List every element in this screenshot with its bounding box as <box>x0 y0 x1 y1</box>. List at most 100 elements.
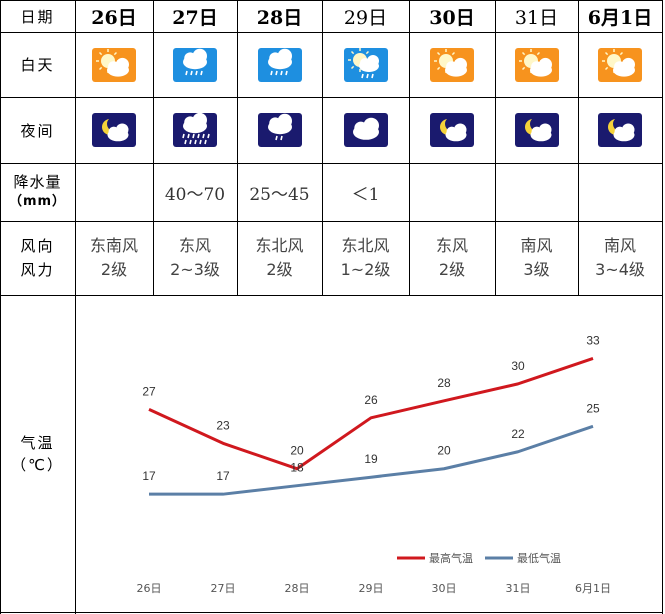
low-temp-label: 18 <box>290 461 304 475</box>
sun-cloud-icon <box>514 47 559 82</box>
low-temp-label: 17 <box>216 469 230 483</box>
wind-cell: 东北风 1~2级 <box>322 221 409 295</box>
wind-row-label: 风向 风力 <box>0 221 75 295</box>
wind-label-line1: 风向 <box>20 237 55 255</box>
date-header: 29日 <box>343 6 388 29</box>
day-row-label: 白天 <box>20 56 55 74</box>
table-border <box>0 612 663 613</box>
x-tick-label: 6月1日 <box>575 582 611 595</box>
wind-force: 2~3级 <box>170 260 220 279</box>
wind-direction: 东北风 <box>255 236 304 255</box>
table-divider <box>578 0 579 296</box>
x-tick-label: 28日 <box>285 582 310 595</box>
rain-amount <box>578 163 662 221</box>
date-header: 30日 <box>429 6 475 29</box>
rain-night-icon <box>257 113 302 147</box>
wind-cell: 东北风 2级 <box>237 221 322 295</box>
high-temp-label: 33 <box>586 333 600 347</box>
day-weather-cell <box>237 32 322 97</box>
table-border <box>0 0 663 1</box>
high-temp-label: 23 <box>216 418 230 432</box>
rain-cloud-icon <box>257 47 302 82</box>
night-weather-cell <box>153 97 237 163</box>
temp-label-line1: 气温 <box>20 434 55 452</box>
wind-direction: 东风 <box>178 236 211 255</box>
day-weather-cell <box>75 32 153 97</box>
cloud-night-icon <box>343 113 388 147</box>
night-weather-cell <box>322 97 409 163</box>
temperature-chart: 27 23 20 26 28 30 33 17 17 18 19 20 22 25 26日 27日 28日 29日… <box>137 333 612 595</box>
low-temp-label: 25 <box>586 401 600 415</box>
date-header: 28日 <box>256 6 303 29</box>
night-weather-cell <box>237 97 322 163</box>
temp-label-line2: （℃） <box>11 456 64 474</box>
low-temp-label: 19 <box>364 452 378 466</box>
table-divider <box>0 97 663 98</box>
rain-amount: ＜1 <box>351 184 380 205</box>
sun-cloud-icon <box>430 47 474 82</box>
high-temp-label: 28 <box>437 376 451 390</box>
rain-cloud-icon <box>173 47 217 82</box>
table-divider <box>75 0 76 614</box>
x-tick-label: 26日 <box>137 582 162 595</box>
sun-cloud-icon <box>598 47 642 82</box>
wind-force: 2级 <box>438 260 466 279</box>
wind-force: 3级 <box>523 260 550 279</box>
date-row-label: 日期 <box>20 7 55 26</box>
wind-cell: 南风 3级 <box>495 221 578 295</box>
rain-label-line1: 降水量 <box>13 173 62 191</box>
wind-direction: 东北风 <box>341 236 390 255</box>
legend-label: 最低气温 <box>517 551 561 565</box>
wind-cell: 南风 3~4级 <box>578 221 662 295</box>
wind-direction: 东南风 <box>89 236 138 255</box>
low-temp-label: 17 <box>142 469 156 483</box>
wind-cell: 东风 2~3级 <box>153 221 237 295</box>
x-tick-label: 29日 <box>359 582 384 595</box>
wind-label-line2: 风力 <box>20 261 55 279</box>
rain-amount <box>75 163 153 221</box>
rain-label-line2: （mm） <box>8 194 67 209</box>
date-header: 31日 <box>514 6 559 29</box>
wind-cell: 东南风 2级 <box>75 221 153 295</box>
night-weather-cell <box>75 97 153 163</box>
table-divider <box>153 0 154 296</box>
table-divider <box>237 0 238 296</box>
table-border <box>662 0 663 614</box>
moon-cloud-icon <box>430 113 474 147</box>
wind-force: 2级 <box>266 260 293 279</box>
high-temp-label: 26 <box>364 393 378 407</box>
day-weather-cell <box>322 32 409 97</box>
wind-cell: 东风 2级 <box>409 221 495 295</box>
table-divider <box>0 295 663 296</box>
table-divider <box>322 0 323 296</box>
wind-force: 1~2级 <box>340 260 391 279</box>
day-weather-cell <box>409 32 495 97</box>
rain-amount: 40～70 <box>164 184 226 205</box>
night-weather-cell <box>495 97 578 163</box>
night-row-label: 夜间 <box>20 121 55 140</box>
rain-row-label: 降水量 （mm） <box>0 163 75 221</box>
legend-label: 最高气温 <box>429 551 473 565</box>
wind-direction: 南风 <box>520 236 553 255</box>
table-divider <box>0 32 663 33</box>
high-temp-label: 20 <box>290 444 304 458</box>
table-divider <box>0 221 663 222</box>
table-divider <box>409 0 410 296</box>
high-temp-label: 27 <box>142 384 156 398</box>
rain-amount <box>495 163 578 221</box>
date-header: 6月1日 <box>587 6 653 29</box>
night-weather-cell <box>409 97 495 163</box>
moon-cloud-icon <box>514 113 559 147</box>
wind-force: 2级 <box>100 260 128 279</box>
table-divider <box>0 163 663 164</box>
sun-rain-cloud-icon <box>343 47 388 82</box>
x-tick-label: 30日 <box>432 582 457 595</box>
sun-cloud-icon <box>92 47 136 82</box>
table-border <box>0 0 1 614</box>
day-weather-cell <box>153 32 237 97</box>
day-weather-cell <box>578 32 662 97</box>
wind-direction: 东风 <box>435 236 468 255</box>
high-temp-line <box>148 357 594 471</box>
date-header: 26日 <box>91 6 137 29</box>
